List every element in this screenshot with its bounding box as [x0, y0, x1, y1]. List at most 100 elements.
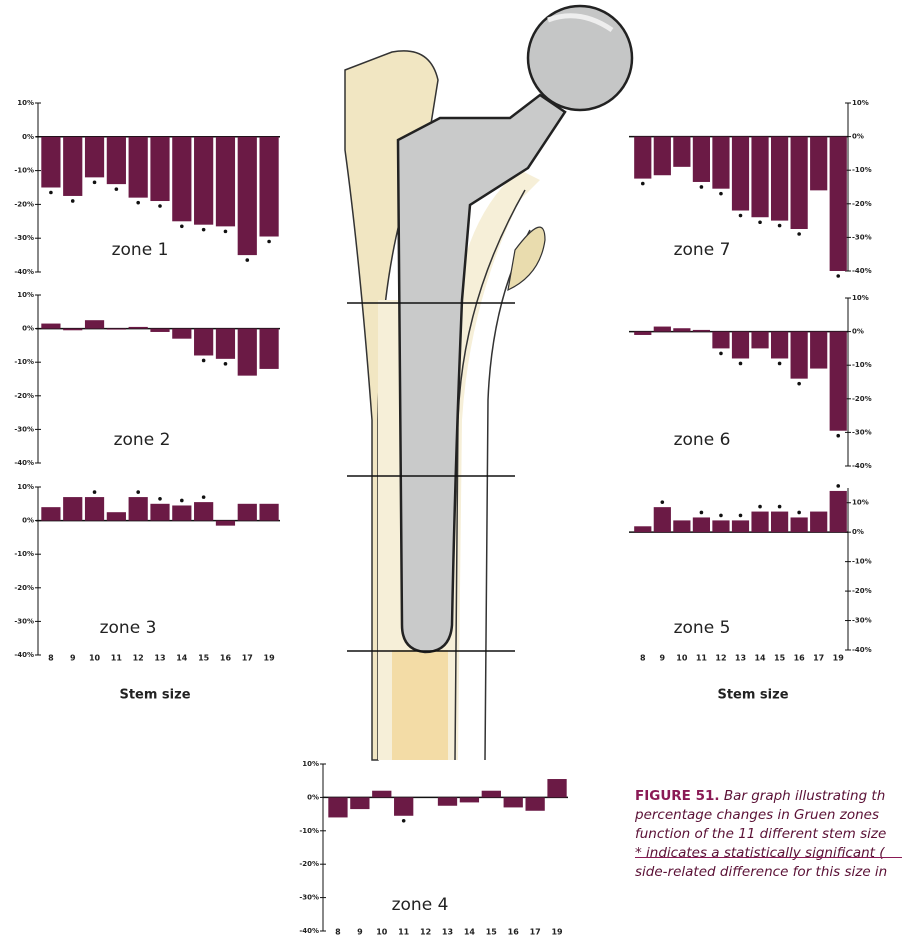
significance-dot	[836, 274, 841, 278]
bar	[128, 136, 148, 198]
significance-dot	[92, 180, 97, 185]
significance-dot	[719, 191, 723, 196]
bar	[106, 136, 126, 185]
bar	[150, 136, 170, 202]
x-axis-label: Stem size	[717, 688, 788, 703]
significance-dot	[92, 490, 97, 494]
x-tick-label: 16	[794, 654, 806, 663]
significance-dot	[660, 500, 665, 504]
bar	[84, 320, 105, 329]
x-tick-label: 14	[176, 654, 188, 663]
x-tick-label: 10	[376, 928, 388, 937]
bar	[829, 490, 847, 533]
significance-dot	[797, 510, 801, 515]
significance-dot	[401, 818, 406, 823]
significance-dot	[738, 361, 743, 366]
caption-line: function of the 11 different stem size	[635, 826, 887, 842]
bar	[634, 136, 652, 179]
bar	[731, 520, 750, 533]
bar	[751, 331, 769, 349]
y-tick-label: -10%	[14, 550, 34, 558]
x-tick-label: 15	[198, 654, 210, 663]
y-tick-label: -40%	[14, 651, 34, 659]
x-tick-label: 13	[735, 654, 746, 663]
bar	[459, 797, 480, 803]
bar	[259, 328, 279, 369]
caption-line: percentage changes in Gruen zones	[635, 807, 880, 823]
y-tick-label: -20%	[852, 587, 872, 595]
significance-dot	[49, 190, 53, 195]
y-tick-label: -40%	[299, 927, 319, 935]
x-tick-label: 9	[357, 928, 363, 937]
x-tick-label: 14	[464, 928, 476, 937]
zone-label: zone 2	[114, 430, 171, 450]
bar	[328, 797, 348, 818]
caption-line: side-related difference for this size in	[635, 864, 888, 880]
y-tick-label: -20%	[14, 392, 34, 400]
x-tick-label: 9	[660, 654, 666, 663]
y-tick-label: -40%	[14, 268, 34, 276]
significance-dot	[114, 187, 119, 191]
bar	[829, 136, 847, 271]
bar	[673, 136, 691, 167]
caption-line: Bar graph illustrating th	[723, 788, 886, 804]
x-tick-label: 12	[133, 654, 144, 663]
x-tick-label: 8	[48, 654, 54, 663]
x-tick-label: 13	[442, 928, 453, 937]
bar	[810, 136, 828, 191]
bar	[63, 328, 83, 331]
y-tick-label: 10%	[852, 294, 869, 302]
bar	[215, 328, 236, 359]
y-tick-label: -10%	[852, 558, 872, 566]
zone-label: zone 7	[674, 240, 731, 260]
bar	[731, 331, 750, 359]
bar	[237, 503, 257, 521]
significance-dot	[223, 229, 228, 234]
bar	[172, 505, 192, 521]
bar	[810, 331, 828, 369]
y-tick-label: 0%	[22, 133, 34, 141]
caption-line: * indicates a statistically significant …	[635, 845, 885, 861]
y-tick-label: -30%	[299, 894, 319, 902]
y-tick-label: -10%	[852, 166, 872, 174]
x-tick-label: 12	[420, 928, 431, 937]
y-tick-label: -40%	[852, 462, 872, 470]
y-tick-label: 0%	[852, 528, 864, 536]
significance-dot	[758, 504, 762, 509]
caption-rule	[635, 857, 902, 858]
zone-label: zone 3	[100, 618, 157, 638]
bar	[237, 136, 257, 256]
significance-dot	[738, 213, 743, 218]
bar	[106, 512, 126, 521]
x-tick-label: 11	[696, 654, 708, 663]
bar	[653, 136, 671, 176]
y-tick-label: -30%	[852, 617, 872, 625]
bar	[194, 136, 214, 225]
significance-dot	[719, 513, 723, 518]
bar	[790, 136, 808, 229]
bar	[41, 507, 61, 521]
y-tick-label: -40%	[14, 459, 34, 467]
significance-dot	[136, 490, 140, 494]
y-tick-label: 10%	[852, 499, 869, 507]
bar	[653, 326, 671, 332]
y-tick-label: -20%	[852, 200, 872, 208]
y-tick-label: -10%	[14, 358, 34, 366]
bar	[106, 328, 126, 330]
significance-dot	[699, 185, 704, 189]
bar	[692, 136, 711, 182]
bar	[712, 331, 730, 349]
y-tick-label: -10%	[299, 827, 319, 835]
implant-drawing	[344, 4, 634, 761]
bar	[692, 329, 711, 332]
bar	[128, 497, 148, 521]
bar	[194, 328, 214, 356]
bar	[790, 331, 808, 379]
significance-dot	[777, 361, 782, 366]
significance-dot	[797, 232, 801, 236]
significance-dot	[201, 358, 206, 363]
bar	[437, 797, 458, 806]
x-tick-label: 13	[154, 654, 165, 663]
bar	[751, 511, 769, 533]
